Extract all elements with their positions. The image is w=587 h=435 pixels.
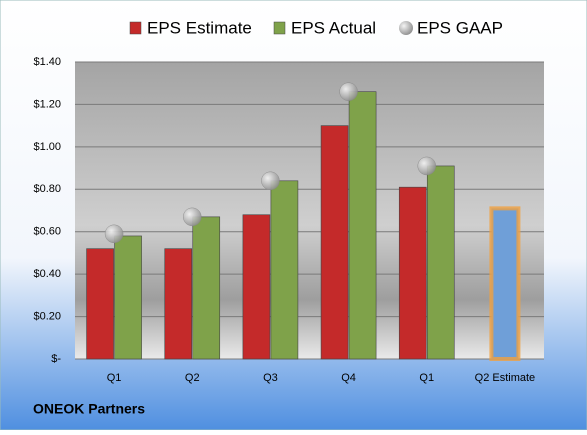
legend-marker (399, 21, 413, 35)
x-tick-label: Q2 Estimate (475, 372, 536, 384)
bar (114, 235, 142, 360)
plot-area (75, 62, 544, 359)
x-tick-label: Q1 (107, 372, 122, 384)
chart-title: ONEOK Partners (33, 401, 145, 417)
gaap-marker (417, 156, 436, 176)
y-tick-label: $- (51, 353, 61, 365)
bar (164, 248, 193, 360)
y-tick-label: $0.40 (33, 268, 61, 280)
legend-label: EPS GAAP (417, 18, 503, 37)
x-tick-label: Q2 (185, 372, 200, 384)
y-tick-label: $1.00 (33, 141, 61, 153)
legend-label: EPS Actual (291, 18, 376, 37)
estimate-bar (489, 206, 521, 361)
bar (192, 216, 221, 360)
y-tick-label: $0.60 (33, 226, 61, 238)
x-tick-label: Q1 (419, 372, 434, 384)
legend-marker (129, 21, 142, 35)
bar (242, 214, 271, 360)
gaap-marker (261, 171, 280, 191)
bar (320, 125, 349, 360)
gaap-marker (183, 207, 202, 227)
x-tick-label: Q3 (263, 372, 278, 384)
legend-marker (273, 21, 286, 35)
y-tick-label: $0.20 (33, 310, 61, 322)
y-tick-label: $1.20 (33, 98, 61, 110)
legend-label: EPS Estimate (147, 18, 252, 37)
bar (348, 91, 377, 360)
y-tick-label: $1.40 (33, 56, 61, 68)
bar (398, 186, 427, 360)
bar (426, 165, 455, 360)
x-tick-label: Q4 (341, 372, 356, 384)
bar (270, 180, 299, 360)
y-tick-label: $0.80 (33, 183, 61, 195)
gaap-marker (339, 82, 358, 101)
gaap-marker (104, 224, 124, 244)
bar (86, 248, 114, 360)
